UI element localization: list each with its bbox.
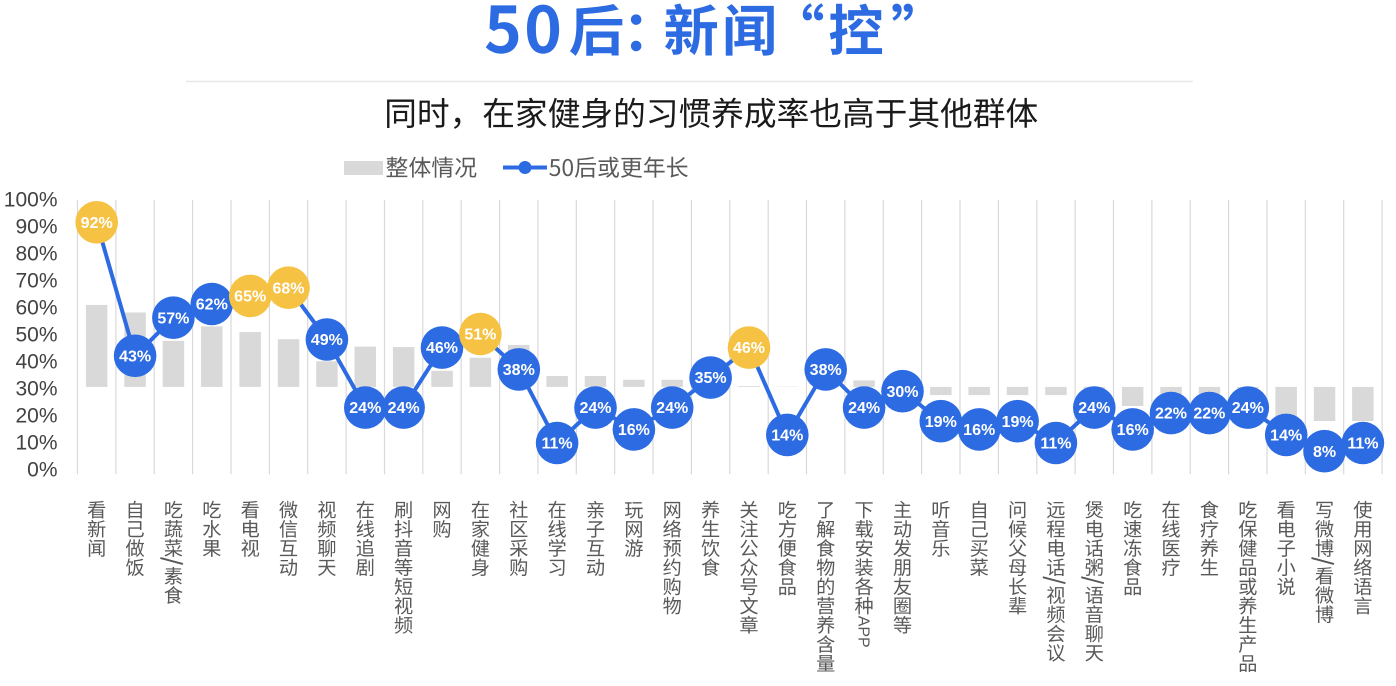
svg-text:8%: 8% — [1313, 444, 1336, 461]
svg-text:24%: 24% — [1078, 400, 1110, 417]
svg-text:22%: 22% — [1193, 406, 1225, 423]
svg-text:49%: 49% — [311, 332, 343, 349]
svg-text:65%: 65% — [234, 289, 266, 306]
svg-text:11%: 11% — [1040, 436, 1071, 453]
svg-text:16%: 16% — [963, 422, 995, 439]
svg-text:APP: APP — [854, 616, 871, 648]
svg-text:16%: 16% — [1117, 422, 1149, 439]
svg-text:80%: 80% — [15, 243, 57, 266]
svg-text:24%: 24% — [656, 400, 688, 417]
svg-text:92%: 92% — [81, 215, 113, 232]
svg-text:30%: 30% — [886, 384, 918, 401]
svg-text:24%: 24% — [388, 400, 420, 417]
svg-text:24%: 24% — [579, 400, 611, 417]
svg-text:19%: 19% — [1002, 414, 1034, 431]
svg-text:43%: 43% — [119, 348, 151, 365]
svg-text:22%: 22% — [1155, 406, 1187, 423]
svg-text:14%: 14% — [771, 428, 803, 445]
svg-text:35%: 35% — [695, 370, 727, 387]
svg-text:14%: 14% — [1270, 428, 1302, 445]
svg-text:70%: 70% — [15, 270, 57, 293]
svg-text:30%: 30% — [15, 378, 57, 401]
svg-text:11%: 11% — [542, 436, 573, 453]
svg-text:38%: 38% — [503, 362, 535, 379]
svg-text:50%: 50% — [15, 324, 57, 347]
svg-text:10%: 10% — [15, 432, 57, 455]
svg-text:57%: 57% — [157, 310, 189, 327]
svg-text:19%: 19% — [925, 414, 957, 431]
svg-text:0%: 0% — [27, 459, 57, 482]
svg-text:46%: 46% — [733, 340, 765, 357]
svg-text:11%: 11% — [1347, 436, 1378, 453]
svg-text:20%: 20% — [15, 405, 57, 428]
svg-text:51%: 51% — [464, 327, 496, 344]
svg-text:68%: 68% — [272, 280, 304, 297]
svg-text:38%: 38% — [810, 362, 842, 379]
svg-text:46%: 46% — [426, 340, 458, 357]
svg-text:60%: 60% — [15, 297, 57, 320]
svg-text:24%: 24% — [349, 400, 381, 417]
svg-text:16%: 16% — [618, 422, 650, 439]
svg-text:62%: 62% — [196, 297, 228, 314]
svg-text:90%: 90% — [15, 216, 57, 239]
svg-text:24%: 24% — [1232, 400, 1264, 417]
svg-text:100%: 100% — [4, 189, 58, 212]
svg-text:40%: 40% — [15, 351, 57, 374]
svg-text:24%: 24% — [848, 400, 880, 417]
